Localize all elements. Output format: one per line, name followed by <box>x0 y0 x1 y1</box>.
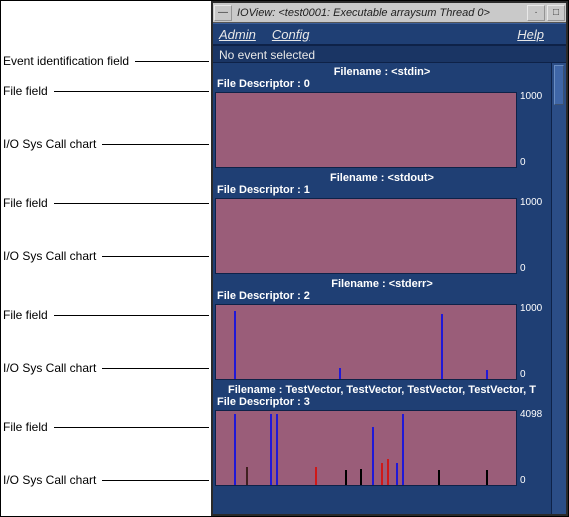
y-axis-ticks: 1000 0 <box>517 92 549 168</box>
leader-line <box>54 203 209 204</box>
leader-line <box>135 61 209 62</box>
annotation-text: Event identification field <box>3 54 129 68</box>
ytick-max: 4098 <box>520 410 549 420</box>
maximize-button[interactable]: □ <box>547 5 565 21</box>
titlebar: — IOView: <test0001: Executable arraysum… <box>213 3 566 23</box>
annotation-text: File field <box>3 84 48 98</box>
ytick-max: 1000 <box>520 92 549 102</box>
ytick-min: 0 <box>520 264 549 274</box>
file-descriptor-label: File Descriptor : 1 <box>215 184 312 198</box>
chart-bar <box>387 459 389 485</box>
annotation-text: File field <box>3 196 48 210</box>
io-syscall-chart <box>215 92 517 168</box>
y-axis-ticks: 4098 0 <box>517 410 549 486</box>
annotation-label: File field <box>3 196 209 210</box>
window-title: IOView: <test0001: Executable arraysum T… <box>233 7 526 19</box>
chart-bar <box>402 414 404 485</box>
annotation-text: File field <box>3 420 48 434</box>
annotation-text: I/O Sys Call chart <box>3 473 96 487</box>
menu-config[interactable]: Config <box>272 27 310 42</box>
file-panel: Filename : <stdin>File Descriptor : 0 100… <box>215 64 549 168</box>
menubar: Admin Config Help <box>213 23 566 45</box>
scrollbar-thumb[interactable] <box>554 65 564 105</box>
chart-bar <box>234 414 236 485</box>
file-descriptor-label: File Descriptor : 0 <box>215 78 312 92</box>
annotation-label: I/O Sys Call chart <box>3 473 209 487</box>
annotation-label: I/O Sys Call chart <box>3 249 209 263</box>
leader-line <box>54 315 209 316</box>
ytick-max: 1000 <box>520 198 549 208</box>
leader-line <box>54 427 209 428</box>
ytick-min: 0 <box>520 158 549 168</box>
io-syscall-chart <box>215 410 517 486</box>
leader-line <box>54 91 209 92</box>
chart-bar <box>270 414 272 485</box>
annotation-text: I/O Sys Call chart <box>3 361 96 375</box>
chart-bar <box>486 470 488 485</box>
chart-bar <box>315 467 317 486</box>
io-syscall-chart <box>215 198 517 274</box>
file-panel: Filename : <stderr>File Descriptor : 2 10… <box>215 276 549 380</box>
chart-bar <box>339 368 341 379</box>
file-descriptor-label: File Descriptor : 3 <box>215 396 312 410</box>
y-axis-ticks: 1000 0 <box>517 198 549 274</box>
menu-admin[interactable]: Admin <box>219 27 256 42</box>
ioview-window: — IOView: <test0001: Executable arraysum… <box>211 1 568 516</box>
annotation-label: File field <box>3 420 209 434</box>
annotation-text: I/O Sys Call chart <box>3 249 96 263</box>
annotation-column: Event identification field File field I/O … <box>1 1 211 516</box>
filename-label: Filename : <stderr> <box>215 276 549 290</box>
annotation-label: File field <box>3 84 209 98</box>
annotation-label: I/O Sys Call chart <box>3 137 209 151</box>
file-descriptor-label: File Descriptor : 2 <box>215 290 312 304</box>
leader-line <box>102 368 209 369</box>
filename-label: Filename : <stdin> <box>215 64 549 78</box>
chart-bar <box>246 467 248 486</box>
annotation-label: I/O Sys Call chart <box>3 361 209 375</box>
ytick-max: 1000 <box>520 304 549 314</box>
vertical-scrollbar[interactable] <box>551 63 566 514</box>
chart-bar <box>441 314 443 379</box>
chart-bar <box>438 470 440 485</box>
ytick-min: 0 <box>520 476 549 486</box>
annotation-text: I/O Sys Call chart <box>3 137 96 151</box>
window-menu-button[interactable]: — <box>214 5 232 21</box>
filename-label: Filename : TestVector, TestVector, TestV… <box>215 382 549 396</box>
filename-label: Filename : <stdout> <box>215 170 549 184</box>
chart-bar <box>360 469 362 485</box>
leader-line <box>102 256 209 257</box>
panels-container: Filename : <stdin>File Descriptor : 0 100… <box>213 63 551 514</box>
chart-bar <box>276 414 278 485</box>
leader-line <box>102 480 209 481</box>
chart-bar <box>396 463 398 485</box>
io-syscall-chart <box>215 304 517 380</box>
file-panel: Filename : TestVector, TestVector, TestV… <box>215 382 549 486</box>
leader-line <box>102 144 209 145</box>
file-panel: Filename : <stdout>File Descriptor : 1 10… <box>215 170 549 274</box>
chart-bar <box>345 470 347 485</box>
annotation-text: File field <box>3 308 48 322</box>
y-axis-ticks: 1000 0 <box>517 304 549 380</box>
annotation-label: File field <box>3 308 209 322</box>
chart-bar <box>486 370 488 379</box>
ytick-min: 0 <box>520 370 549 380</box>
chart-bar <box>372 427 374 485</box>
chart-bar <box>381 463 383 485</box>
minimize-button[interactable]: · <box>527 5 545 21</box>
menu-help[interactable]: Help <box>517 27 544 42</box>
event-identification-field: No event selected <box>213 45 566 63</box>
annotation-label: Event identification field <box>3 54 209 68</box>
chart-bar <box>234 311 236 379</box>
